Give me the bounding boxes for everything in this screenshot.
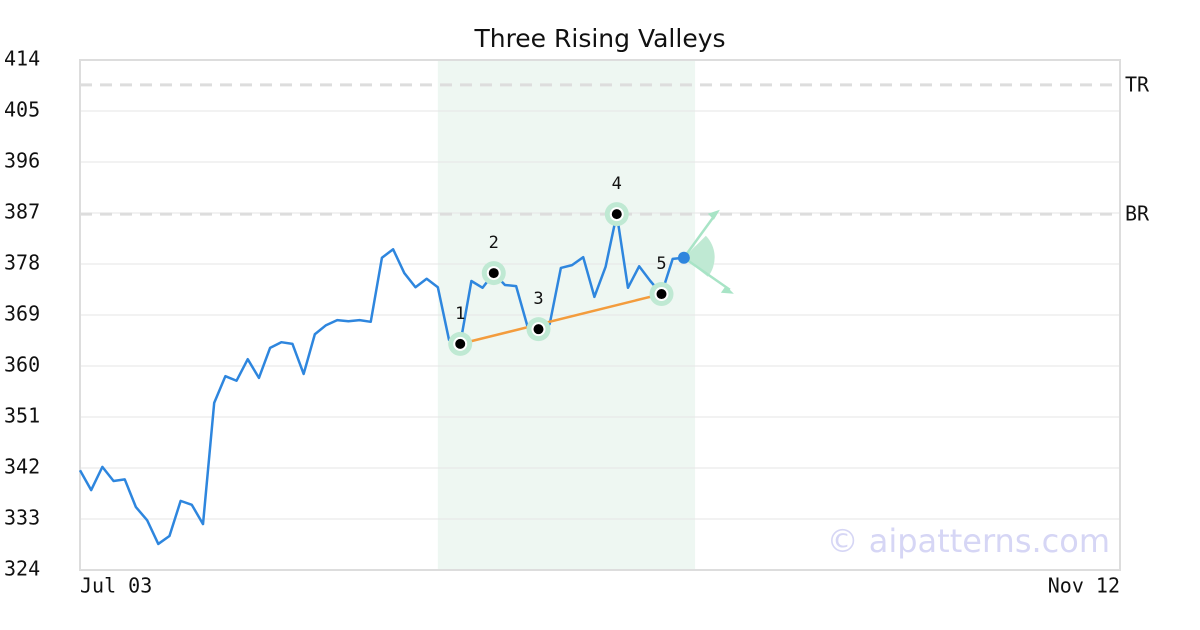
arrow-down-head xyxy=(720,285,734,294)
breakout-sector xyxy=(683,235,715,277)
pattern-point xyxy=(453,336,468,351)
pattern-label: 4 xyxy=(612,174,622,194)
y-tick-label: 405 xyxy=(4,98,40,122)
pattern-point xyxy=(531,322,546,337)
y-tick-label: 387 xyxy=(4,200,40,224)
pattern-point xyxy=(609,207,624,222)
pattern-point xyxy=(654,287,669,302)
y-tick-label: 378 xyxy=(4,251,40,275)
x-tick-label: Jul 03 xyxy=(80,574,152,598)
pattern-label: 2 xyxy=(489,233,499,253)
pattern-label: 5 xyxy=(656,254,666,274)
reference-label: TR xyxy=(1125,72,1150,96)
pattern-label: 1 xyxy=(455,304,465,324)
plot-frame xyxy=(79,59,1121,571)
y-tick-label: 369 xyxy=(4,302,40,326)
x-tick-label: Nov 12 xyxy=(1048,574,1120,598)
pattern-label: 3 xyxy=(533,289,543,309)
y-tick-label: 333 xyxy=(4,506,40,530)
y-tick-label: 396 xyxy=(4,149,40,173)
pattern-point xyxy=(486,266,501,281)
y-tick-label: 414 xyxy=(4,47,40,71)
y-tick-label: 360 xyxy=(4,353,40,377)
arrow-up xyxy=(682,213,717,259)
y-tick-label: 342 xyxy=(4,455,40,479)
price-line xyxy=(78,212,684,546)
trend-line xyxy=(459,292,662,346)
chart-title: Three Rising Valleys xyxy=(473,24,725,53)
arrow-down xyxy=(683,256,731,291)
watermark: © aipatterns.com xyxy=(827,522,1110,560)
last-point xyxy=(677,251,690,264)
y-tick-label: 351 xyxy=(4,404,40,428)
reference-label: BR xyxy=(1125,202,1150,226)
y-tick-label: 324 xyxy=(4,557,40,581)
arrow-up-head xyxy=(707,209,720,220)
